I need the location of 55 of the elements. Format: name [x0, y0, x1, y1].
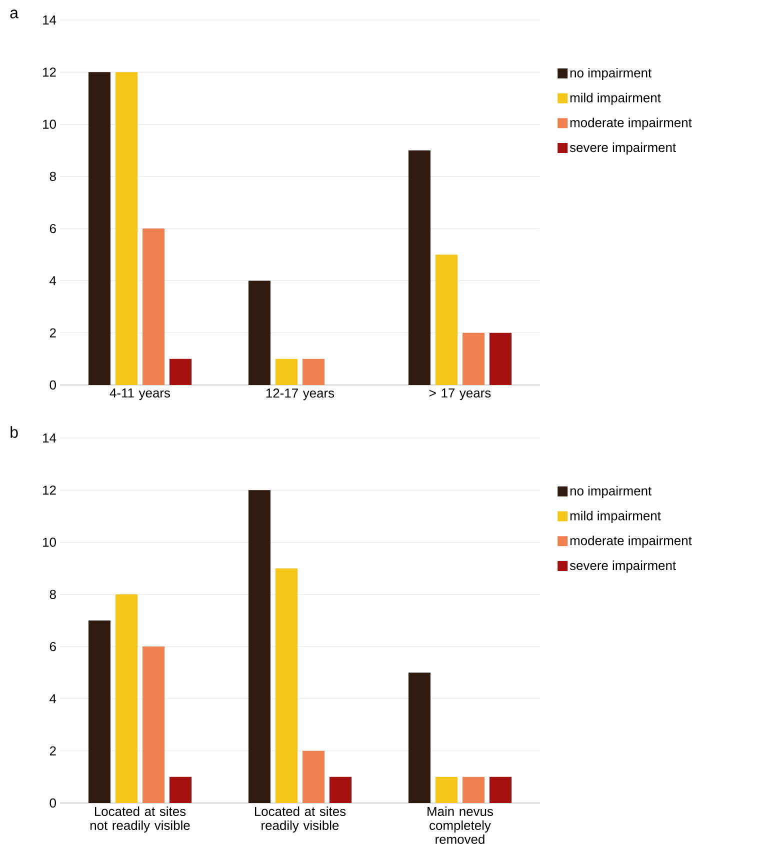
- y-tick-label: 14: [43, 434, 56, 442]
- y-tick-label: 0: [50, 380, 56, 390]
- bar: [248, 280, 270, 385]
- bar: [330, 776, 352, 803]
- y-tick-label: 12: [43, 486, 56, 495]
- legend-label: moderate impairment: [570, 536, 692, 548]
- legend-label: no impairment: [570, 486, 652, 498]
- bar: [276, 568, 298, 803]
- y-tick-label: 10: [43, 538, 56, 547]
- bar: [142, 228, 164, 385]
- legend-label: mild impairment: [570, 510, 661, 523]
- y-tick-label: 8: [50, 590, 56, 600]
- x-tick-label: Located at sites readily visible: [254, 806, 346, 833]
- bar: [170, 776, 192, 803]
- bar: [490, 776, 512, 803]
- y-tick-label: 2: [50, 328, 56, 338]
- y-tick-label: 0: [50, 798, 56, 808]
- bar: [116, 72, 138, 385]
- x-tick-label: Main nevus completely removed: [428, 806, 493, 844]
- y-tick-label: 2: [50, 746, 56, 756]
- y-tick-label: 8: [50, 172, 56, 181]
- bar: [408, 672, 430, 803]
- y-tick-label: 14: [43, 16, 56, 24]
- y-tick-label: 6: [50, 224, 56, 234]
- bar: [276, 358, 298, 385]
- bar: [490, 332, 512, 385]
- chart-title: b: [10, 426, 18, 438]
- bar: [302, 358, 324, 385]
- legend-label: severe impairment: [570, 560, 676, 573]
- bar: [462, 776, 484, 803]
- chart-title: a: [10, 10, 18, 18]
- legend-label: mild impairment: [570, 92, 661, 105]
- bar: [88, 620, 110, 803]
- bar: [88, 72, 110, 385]
- y-tick-label: 4: [50, 694, 56, 704]
- y-tick-label: 4: [50, 276, 56, 286]
- x-tick-label: 4-11 years: [110, 388, 170, 400]
- x-tick-label: 12-17 years: [266, 388, 334, 400]
- y-tick-label: 12: [43, 68, 56, 77]
- y-tick-label: 10: [43, 120, 56, 129]
- bar: [248, 490, 270, 803]
- x-tick-label: Located at sites not readily visible: [90, 806, 190, 833]
- bar: [116, 594, 138, 803]
- bar: [408, 150, 430, 385]
- bar: [302, 750, 324, 803]
- legend-label: no impairment: [570, 68, 652, 80]
- legend-label: severe impairment: [570, 142, 676, 155]
- bar: [435, 254, 458, 385]
- legend-label: moderate impairment: [570, 118, 692, 130]
- x-tick-label: > 17 years: [430, 388, 491, 400]
- y-tick-label: 6: [50, 642, 56, 652]
- bar: [142, 646, 164, 803]
- bar: [462, 332, 484, 385]
- bar: [170, 358, 192, 385]
- bar: [435, 776, 458, 803]
